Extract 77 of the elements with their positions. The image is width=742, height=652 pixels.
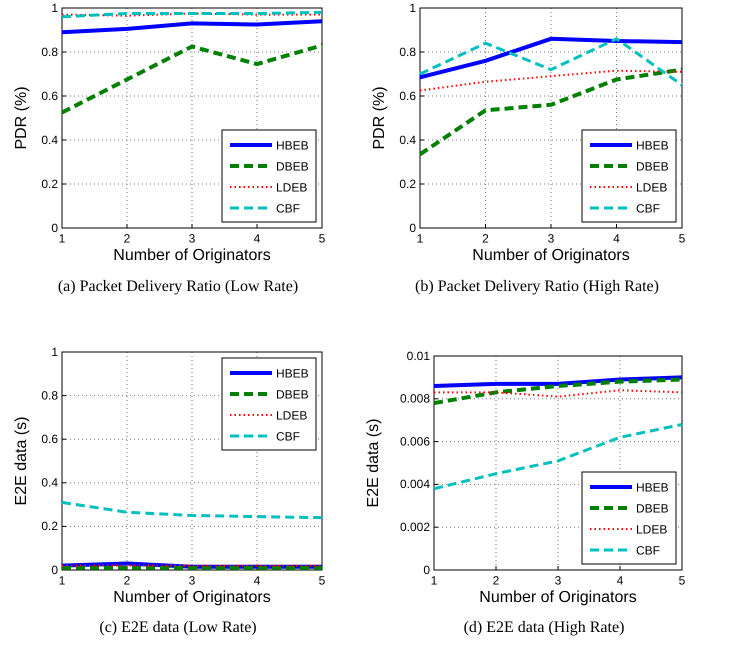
legend-label: HBEB <box>276 138 309 152</box>
y-tick-label: 0.002 <box>400 520 430 534</box>
legend-label: HBEB <box>636 480 669 494</box>
y-tick-label: 0 <box>51 220 58 235</box>
legend-label: LDEB <box>636 522 668 536</box>
line-series <box>432 422 684 490</box>
legend-label: LDEB <box>276 408 308 422</box>
x-axis-title: Number of Originators <box>113 247 271 264</box>
x-tick-label: 3 <box>188 232 196 246</box>
text: (d) E2E data (High Rate) <box>464 619 624 636</box>
x-tick-label: 3 <box>554 574 562 588</box>
x-tick-label: 2 <box>124 232 131 246</box>
line-series <box>418 36 684 80</box>
x-tick-label: 5 <box>318 232 326 246</box>
y-axis-title: E2E data (s) <box>365 418 382 508</box>
y-tick-label: 0.4 <box>41 132 58 147</box>
legend-label: DBEB <box>276 160 309 174</box>
x-axis-title: Number of Originators <box>472 247 630 264</box>
x-tick-label: 3 <box>548 232 555 246</box>
y-tick-label: 0.8 <box>41 388 58 402</box>
y-tick-label: 0.6 <box>41 88 58 103</box>
legend-label: LDEB <box>276 180 308 194</box>
line-series <box>60 19 324 34</box>
y-tick-label: 0.2 <box>399 176 416 191</box>
legend-label: CBF <box>636 544 660 558</box>
x-axis-title: Number of Originators <box>479 589 637 606</box>
legend-label: CBF <box>636 202 660 216</box>
legend-label: CBF <box>276 202 300 216</box>
x-tick-label: 5 <box>678 232 686 246</box>
y-tick-label: 0.2 <box>41 176 58 191</box>
x-tick-label: 2 <box>482 232 490 246</box>
legend-label: HBEB <box>276 366 309 380</box>
y-tick-label: 0.8 <box>399 44 416 59</box>
text: (a) Packet Delivery Ratio (Low Rate) <box>58 278 298 295</box>
y-tick-label: 0.6 <box>399 88 416 103</box>
y-tick-label: 0 <box>409 220 416 235</box>
y-tick-label: 0 <box>423 562 430 577</box>
line-series <box>419 70 683 92</box>
y-tick-label: 1 <box>409 0 416 15</box>
text: (b) Packet Delivery Ratio (High Rate) <box>415 278 659 295</box>
y-axis-title: PDR (%) <box>13 86 30 150</box>
line-series <box>418 37 684 86</box>
legend-label: DBEB <box>636 160 669 174</box>
y-tick-label: 1 <box>51 344 58 359</box>
y-tick-label: 0.008 <box>400 392 430 406</box>
y-tick-label: 0.4 <box>399 132 416 147</box>
legend-label: CBF <box>276 430 300 444</box>
legend-label: LDEB <box>636 180 668 194</box>
line-series <box>432 375 684 388</box>
legend-label: DBEB <box>276 388 309 402</box>
x-tick-label: 5 <box>318 574 326 588</box>
y-tick-label: 0.2 <box>41 519 58 534</box>
y-tick-label: 0.6 <box>41 432 58 446</box>
legend-label: DBEB <box>636 502 669 516</box>
y-tick-label: 0.4 <box>41 476 58 490</box>
x-tick-label: 4 <box>254 574 261 588</box>
x-tick-label: 2 <box>492 574 500 588</box>
y-tick-label: 1 <box>51 0 58 15</box>
x-axis-title: Number of Originators <box>113 589 271 606</box>
x-tick-label: 5 <box>678 574 686 588</box>
text: (c) E2E data (Low Rate) <box>99 619 257 636</box>
x-tick-label: 4 <box>613 232 620 246</box>
y-tick-label: 0 <box>51 562 58 577</box>
y-axis-title: PDR (%) <box>371 86 388 150</box>
legend-label: HBEB <box>636 138 669 152</box>
y-tick-label: 0.01 <box>406 348 430 363</box>
y-axis-title: E2E data (s) <box>13 416 30 506</box>
y-tick-label: 0.8 <box>41 44 58 59</box>
y-tick-label: 0.004 <box>400 477 430 492</box>
x-tick-label: 4 <box>254 232 261 246</box>
line-series <box>418 68 684 156</box>
line-series <box>60 43 324 114</box>
x-tick-label: 2 <box>124 574 131 588</box>
x-tick-label: 4 <box>616 574 624 588</box>
x-tick-label: 3 <box>188 574 196 588</box>
y-tick-label: 0.006 <box>400 434 430 448</box>
line-series <box>60 500 324 520</box>
